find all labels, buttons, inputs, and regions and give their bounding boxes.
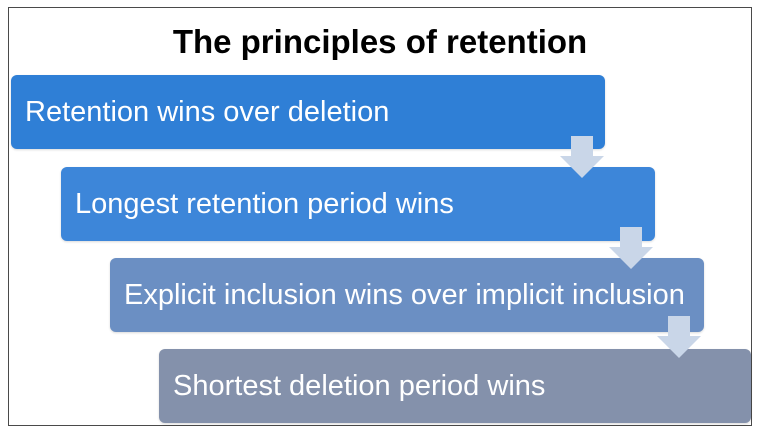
step-label: Explicit inclusion wins over implicit in…	[124, 279, 685, 311]
down-arrow-icon	[657, 316, 701, 358]
down-arrow-icon	[609, 227, 653, 269]
step-label: Longest retention period wins	[75, 188, 454, 220]
slide-title: The principles of retention	[172, 23, 588, 60]
step-retention-over-deletion: Retention wins over deletion	[11, 75, 605, 149]
step-label: Shortest deletion period wins	[173, 370, 546, 402]
down-arrow-icon	[560, 136, 604, 178]
step-shortest-deletion: Shortest deletion period wins	[159, 349, 751, 423]
step-explicit-inclusion: Explicit inclusion wins over implicit in…	[110, 258, 704, 332]
step-longest-retention: Longest retention period wins	[61, 167, 655, 241]
step-label: Retention wins over deletion	[25, 96, 390, 128]
slide: The principles of retention Retention wi…	[8, 7, 752, 426]
